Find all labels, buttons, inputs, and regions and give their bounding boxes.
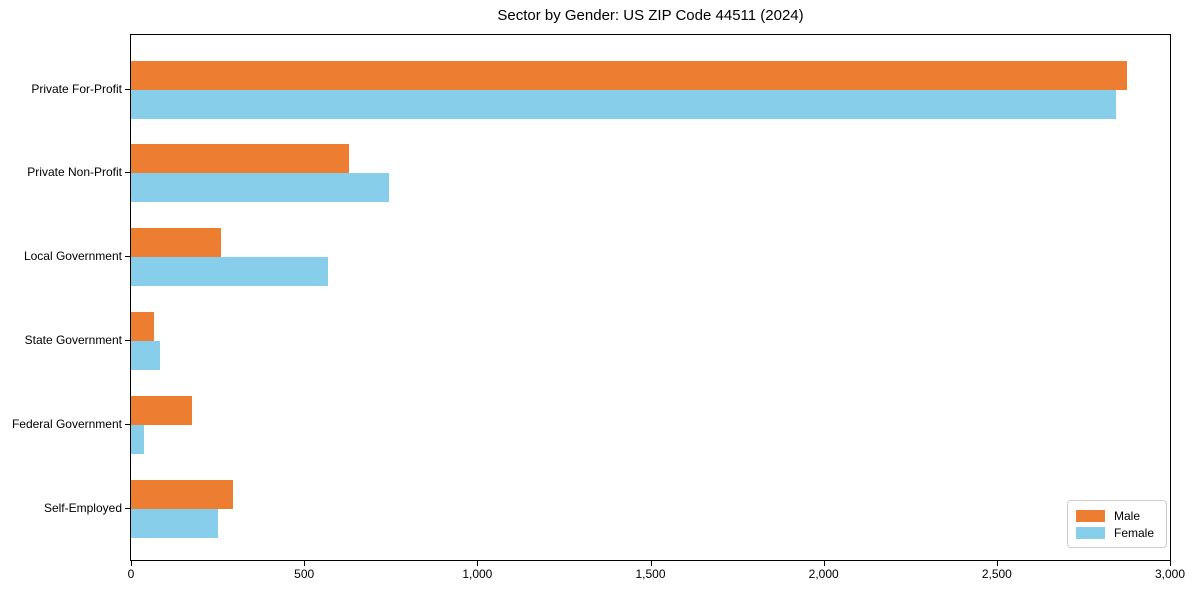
- y-tick-mark: [125, 508, 130, 509]
- y-tick-mark: [125, 88, 130, 90]
- x-tick-mark: [477, 561, 479, 566]
- x-tick-mark: [823, 561, 825, 566]
- y-tick-label: Federal Government: [11, 417, 122, 432]
- bar-female-3: [131, 257, 329, 287]
- legend: Male Female: [1066, 500, 1167, 548]
- x-tick-mark: [1170, 561, 1171, 566]
- bar-female-6: [131, 509, 218, 538]
- x-tick-label: 2,500: [981, 567, 1012, 581]
- y-tick-mark: [125, 424, 130, 426]
- x-tick-label: 3,000: [1154, 567, 1186, 581]
- bar-male-2: [131, 144, 350, 174]
- y-tick-label: Self-Employed: [43, 501, 122, 515]
- x-tick-label: 500: [294, 567, 315, 581]
- bar-male-5: [131, 396, 192, 426]
- x-tick-label: 1,500: [635, 567, 666, 581]
- y-tick-label: Local Government: [23, 249, 122, 264]
- x-tick-label: 0: [127, 567, 135, 581]
- plot-area: Male Female: [130, 34, 1171, 561]
- x-tick-mark: [131, 561, 132, 566]
- legend-row-female: Female: [1075, 524, 1154, 541]
- y-tick-label: State Government: [24, 333, 122, 348]
- legend-row-male: Male: [1075, 507, 1154, 524]
- x-tick-mark: [304, 561, 306, 566]
- y-tick-mark: [125, 340, 130, 342]
- bar-male-6: [131, 480, 234, 509]
- legend-label-male: Male: [1113, 508, 1140, 523]
- legend-swatch-male: [1075, 509, 1105, 522]
- y-tick-mark: [125, 172, 130, 174]
- bar-female-2: [131, 173, 389, 203]
- legend-swatch-female: [1075, 526, 1105, 539]
- bar-male-3: [131, 228, 221, 258]
- x-tick-label: 2,000: [808, 567, 839, 581]
- x-tick-mark: [650, 561, 652, 566]
- y-tick-label: Private For-Profit: [31, 81, 122, 96]
- bar-female-4: [131, 341, 161, 371]
- x-tick-label: 1,000: [462, 567, 493, 581]
- bar-male-4: [131, 312, 154, 342]
- legend-label-female: Female: [1113, 525, 1154, 540]
- y-tick-mark: [125, 256, 130, 258]
- chart-title: Sector by Gender: US ZIP Code 44511 (202…: [497, 7, 804, 24]
- x-tick-mark: [996, 561, 998, 566]
- bar-male-1: [131, 60, 1127, 90]
- bar-female-1: [131, 89, 1117, 119]
- bar-female-5: [131, 425, 145, 455]
- y-tick-label: Private Non-Profit: [27, 165, 122, 180]
